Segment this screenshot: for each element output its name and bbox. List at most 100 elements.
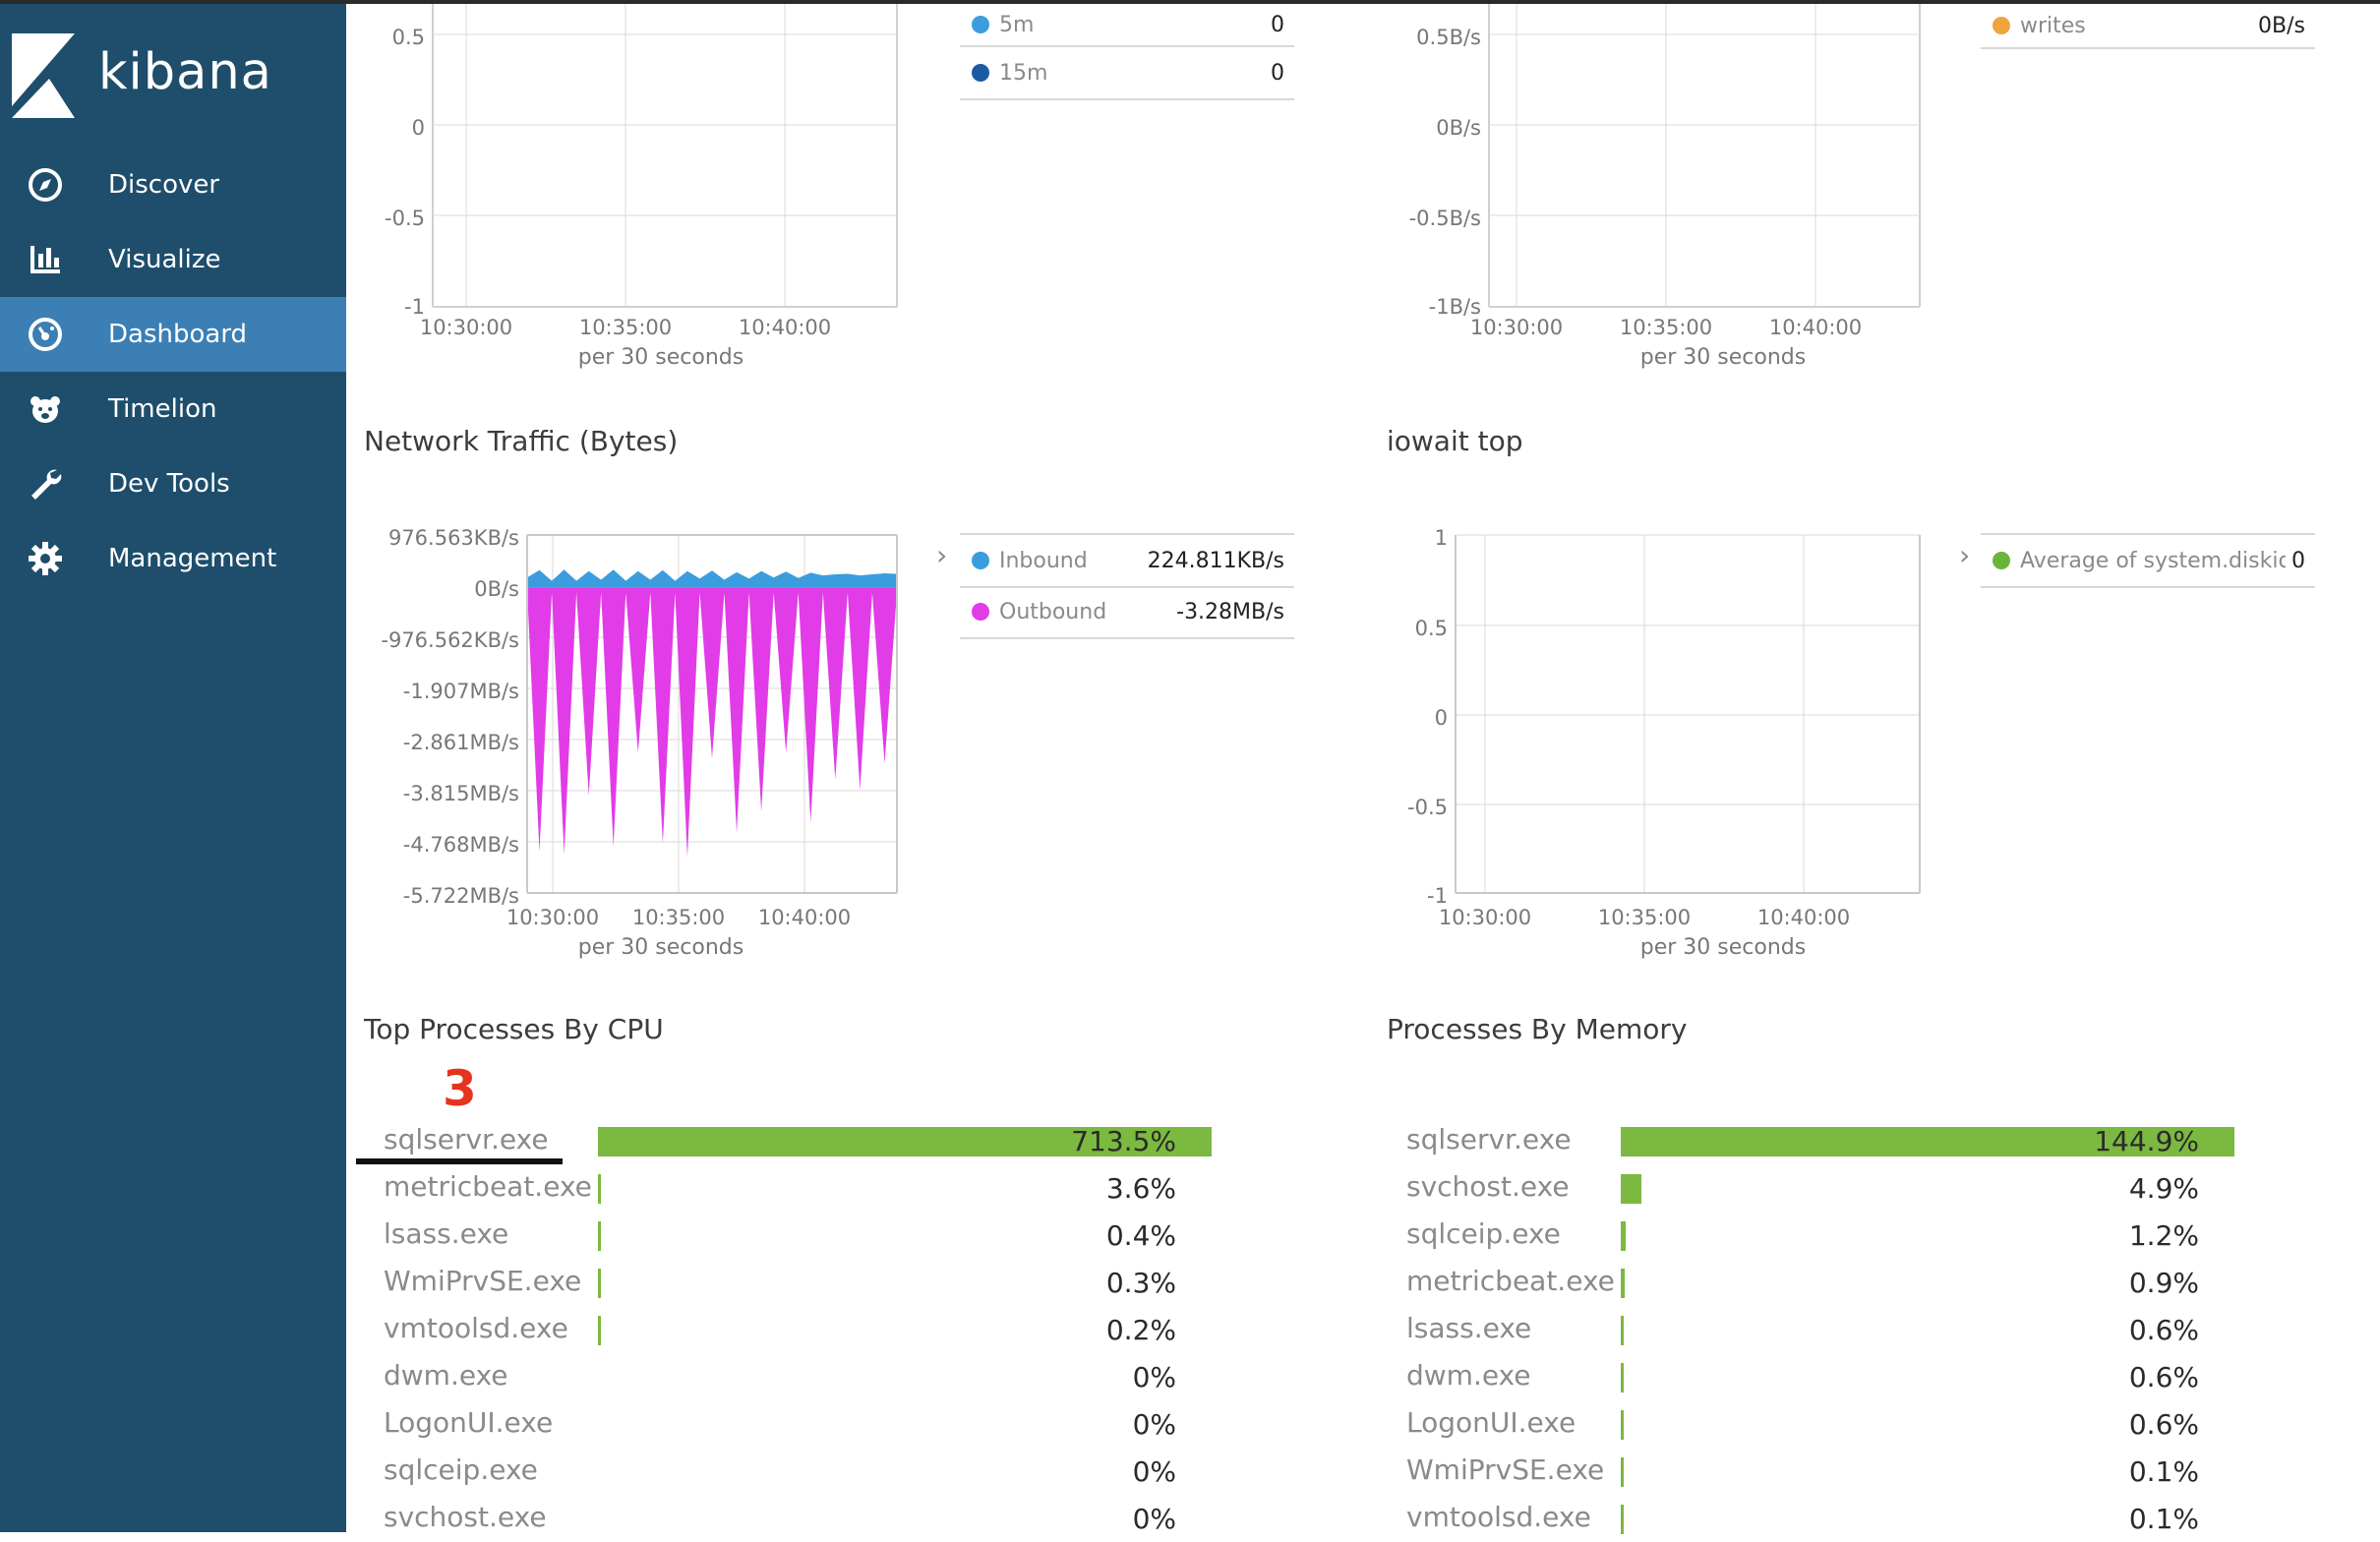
chevron-right-icon[interactable]: › [936, 539, 948, 571]
process-name[interactable]: vmtoolsd.exe [1406, 1501, 1591, 1533]
process-name[interactable]: WmiPrvSE.exe [384, 1265, 582, 1297]
process-name[interactable]: metricbeat.exe [384, 1170, 592, 1203]
table-row[interactable]: WmiPrvSE.exe 0.1% [1406, 1448, 2199, 1495]
table-row[interactable]: dwm.exe 0.6% [1406, 1353, 2199, 1400]
top-border [0, 0, 2380, 4]
sidebar-item-dev-tools[interactable]: Dev Tools [0, 446, 346, 521]
process-name[interactable]: lsass.exe [384, 1217, 509, 1250]
process-name[interactable]: sqlservr.exe [1406, 1123, 1572, 1156]
legend-item-15m[interactable]: 15m 0 [960, 47, 1294, 100]
table-row[interactable]: svchost.exe 4.9% [1406, 1164, 2199, 1212]
y-tick-label: -0.5 [385, 207, 425, 230]
process-bar[interactable] [598, 1127, 1212, 1156]
sidebar-item-management[interactable]: Management [0, 521, 346, 596]
process-name[interactable]: dwm.exe [1406, 1359, 1531, 1392]
y-tick-label: -1 [1427, 884, 1448, 908]
table-row[interactable]: metricbeat.exe 0.9% [1406, 1259, 2199, 1306]
y-tick-label: -0.5B/s [1409, 207, 1481, 230]
table-row[interactable]: lsass.exe 0.6% [1406, 1306, 2199, 1353]
chart-grid [1488, 4, 1921, 308]
y-tick-label: 0.5 [392, 26, 425, 49]
table-row[interactable]: WmiPrvSE.exe 0.3% [384, 1259, 1176, 1306]
legend-label: Average of system.diskio.i [2020, 548, 2286, 573]
sidebar-item-timelion[interactable]: Timelion [0, 372, 346, 446]
panel-title[interactable]: Processes By Memory [1387, 1013, 1688, 1045]
process-value: 0% [1132, 1503, 1176, 1535]
process-name[interactable]: svchost.exe [1406, 1170, 1570, 1203]
legend-item-5m[interactable]: 5m 0 [960, 4, 1294, 47]
table-row[interactable]: metricbeat.exe 3.6% [384, 1164, 1176, 1212]
process-bar[interactable] [1621, 1457, 1624, 1487]
table-row[interactable]: vmtoolsd.exe 0.2% [384, 1306, 1176, 1353]
network-traffic-chart: 976.563KB/s 0B/s -976.562KB/s -1.907MB/s… [381, 526, 898, 960]
x-tick-label: 10:35:00 [1598, 906, 1691, 929]
process-bar[interactable] [598, 1269, 601, 1298]
process-name[interactable]: sqlservr.exe [384, 1123, 549, 1156]
process-bar[interactable] [1621, 1410, 1624, 1440]
table-row[interactable]: sqlservr.exe 144.9% [1406, 1117, 2234, 1164]
legend-item-iowait[interactable]: Average of system.diskio.i 0 [1981, 535, 2315, 588]
sidebar-item-label: Visualize [108, 245, 221, 274]
process-bar[interactable] [1621, 1174, 1642, 1204]
table-row[interactable]: lsass.exe 0.4% [384, 1212, 1176, 1259]
table-row[interactable]: svchost.exe 0% [384, 1495, 1176, 1542]
chevron-right-icon[interactable]: › [1959, 539, 1971, 571]
sidebar: kibana Discover Visualize Dashboard Time… [0, 4, 346, 1532]
app-name[interactable]: kibana [98, 43, 272, 101]
process-name[interactable]: LogonUI.exe [384, 1406, 554, 1439]
table-row[interactable]: sqlceip.exe 0% [384, 1448, 1176, 1495]
x-axis-label: per 30 seconds [1640, 935, 1806, 960]
sidebar-item-label: Dashboard [108, 320, 248, 349]
process-bar[interactable] [598, 1221, 601, 1251]
legend-value: -3.28MB/s [1176, 599, 1284, 624]
y-tick-label: -5.722MB/s [403, 884, 519, 908]
process-bar[interactable] [1621, 1221, 1627, 1251]
table-row[interactable]: LogonUI.exe 0% [384, 1400, 1176, 1448]
process-bar[interactable] [1621, 1363, 1624, 1393]
sidebar-item-discover[interactable]: Discover [0, 148, 346, 222]
process-name[interactable]: dwm.exe [384, 1359, 508, 1392]
process-name[interactable]: svchost.exe [384, 1501, 547, 1533]
x-tick-label: 10:40:00 [758, 906, 851, 929]
process-value: 3.6% [1105, 1172, 1176, 1205]
table-row[interactable]: sqlceip.exe 1.2% [1406, 1212, 2199, 1259]
process-bar[interactable] [1621, 1269, 1625, 1298]
table-row[interactable]: sqlservr.exe 713.5% [384, 1117, 1212, 1164]
process-bar[interactable] [1621, 1127, 2234, 1156]
table-row[interactable]: vmtoolsd.exe 0.1% [1406, 1495, 2199, 1542]
legend-value: 0 [1271, 12, 1284, 37]
table-row[interactable]: LogonUI.exe 0.6% [1406, 1400, 2199, 1448]
panel-title[interactable]: Network Traffic (Bytes) [364, 425, 679, 457]
sidebar-item-label: Discover [108, 170, 220, 200]
legend-item-inbound[interactable]: Inbound 224.811KB/s [960, 535, 1294, 588]
process-value: 0.9% [2128, 1267, 2199, 1299]
process-name[interactable]: sqlceip.exe [384, 1453, 538, 1486]
process-name[interactable]: lsass.exe [1406, 1312, 1532, 1344]
sidebar-item-dashboard[interactable]: Dashboard [0, 297, 346, 372]
bar-chart-icon [26, 240, 65, 279]
legend-item-outbound[interactable]: Outbound -3.28MB/s [960, 586, 1294, 639]
legend-item-writes[interactable]: writes 0B/s [1981, 4, 2315, 49]
outbound-area[interactable] [527, 587, 897, 858]
y-tick-label: -1 [404, 295, 425, 319]
panel-title[interactable]: iowait top [1387, 425, 1523, 457]
process-bar[interactable] [1621, 1316, 1624, 1345]
process-name[interactable]: sqlceip.exe [1406, 1217, 1561, 1250]
process-name[interactable]: vmtoolsd.exe [384, 1312, 568, 1344]
kibana-logo-icon[interactable] [12, 33, 75, 118]
legend-dot-icon [972, 16, 989, 33]
inbound-area[interactable] [527, 569, 897, 588]
panel-title[interactable]: Top Processes By CPU [364, 1013, 664, 1045]
process-name[interactable]: WmiPrvSE.exe [1406, 1453, 1605, 1486]
process-bar[interactable] [598, 1316, 601, 1345]
process-name[interactable]: LogonUI.exe [1406, 1406, 1577, 1439]
gear-icon [26, 539, 65, 578]
x-tick-label: 10:40:00 [1757, 906, 1850, 929]
sidebar-item-visualize[interactable]: Visualize [0, 222, 346, 297]
x-tick-label: 10:35:00 [1620, 316, 1712, 339]
process-name[interactable]: metricbeat.exe [1406, 1265, 1615, 1297]
process-bar[interactable] [1621, 1505, 1624, 1534]
process-bar[interactable] [598, 1174, 602, 1204]
table-row[interactable]: dwm.exe 0% [384, 1353, 1176, 1400]
legend-dot-icon [1993, 552, 2010, 569]
